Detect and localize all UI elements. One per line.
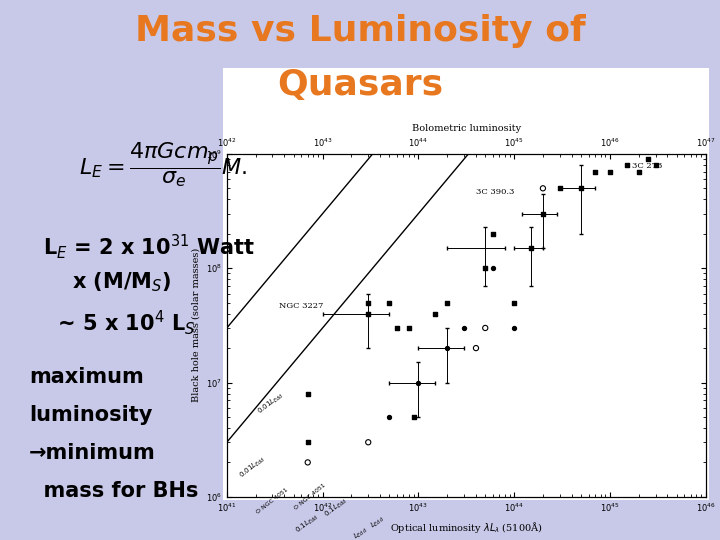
- Point: [604, 167, 616, 176]
- X-axis label: Bolometric luminosity: Bolometric luminosity: [412, 124, 521, 133]
- Text: O NGC 4051: O NGC 4051: [256, 487, 289, 515]
- Point: [487, 264, 498, 273]
- Point: [302, 458, 313, 467]
- Point: [413, 378, 424, 387]
- Point: [589, 167, 600, 176]
- X-axis label: Optical luminosity $\lambda L_\lambda$ (5100Å): Optical luminosity $\lambda L_\lambda$ (…: [390, 519, 543, 535]
- Text: $L_E = \dfrac{4\pi G c m_p}{\sigma_e} M.$: $L_E = \dfrac{4\pi G c m_p}{\sigma_e} M.…: [79, 140, 247, 190]
- Point: [429, 309, 441, 318]
- Text: 3C 390.3: 3C 390.3: [476, 187, 514, 195]
- Point: [649, 161, 661, 170]
- Point: [470, 344, 482, 353]
- Text: maximum: maximum: [29, 367, 143, 387]
- Point: [408, 413, 420, 421]
- Point: [537, 184, 549, 193]
- Point: [508, 298, 520, 307]
- Point: [480, 264, 491, 273]
- Point: [633, 167, 644, 176]
- Text: O NGC 4051: O NGC 4051: [294, 483, 327, 511]
- Point: [302, 389, 313, 398]
- Text: $0.01L_{Edd}$: $0.01L_{Edd}$: [238, 454, 268, 481]
- Point: [642, 155, 654, 164]
- Point: [621, 161, 632, 170]
- Text: luminosity: luminosity: [29, 405, 152, 425]
- Point: [441, 298, 453, 307]
- Text: $0.1L_{Edd}$: $0.1L_{Edd}$: [294, 512, 321, 536]
- Point: [391, 323, 402, 332]
- Text: L$_{E}$ = 2 x 10$^{31}$ Watt: L$_{E}$ = 2 x 10$^{31}$ Watt: [43, 232, 256, 261]
- Point: [362, 309, 374, 318]
- Y-axis label: Black hole mass (solar masses): Black hole mass (solar masses): [192, 248, 200, 402]
- Point: [403, 323, 415, 332]
- Text: →minimum: →minimum: [29, 443, 156, 463]
- Text: mass for BHs: mass for BHs: [29, 481, 198, 501]
- Point: [525, 244, 536, 252]
- Point: [362, 298, 374, 307]
- Point: [575, 184, 587, 193]
- Point: [302, 438, 313, 447]
- Text: NGC 3227: NGC 3227: [279, 302, 323, 310]
- Text: ~ 5 x 10$^{4}$ L$_{S}$: ~ 5 x 10$^{4}$ L$_{S}$: [43, 308, 196, 336]
- Text: $0.01L_{Edd}$: $0.01L_{Edd}$: [256, 390, 286, 417]
- Point: [508, 323, 520, 332]
- Point: [384, 298, 395, 307]
- Text: $0.1L_{Edd}$: $0.1L_{Edd}$: [323, 496, 349, 520]
- Text: Quasars: Quasars: [277, 68, 443, 102]
- Point: [554, 184, 565, 193]
- Text: x (M/M$_{S}$): x (M/M$_{S}$): [43, 270, 171, 294]
- Text: 3C 273: 3C 273: [632, 162, 662, 170]
- Text: $L_{Edd}$: $L_{Edd}$: [368, 514, 387, 531]
- Text: $L_{Edd}$: $L_{Edd}$: [351, 525, 369, 540]
- Point: [362, 438, 374, 447]
- Point: [537, 210, 549, 218]
- Point: [480, 323, 491, 332]
- Point: [384, 413, 395, 421]
- Text: Mass vs Luminosity of: Mass vs Luminosity of: [135, 14, 585, 48]
- Point: [441, 344, 453, 353]
- Point: [487, 230, 498, 238]
- Point: [458, 323, 469, 332]
- Point: [362, 309, 374, 318]
